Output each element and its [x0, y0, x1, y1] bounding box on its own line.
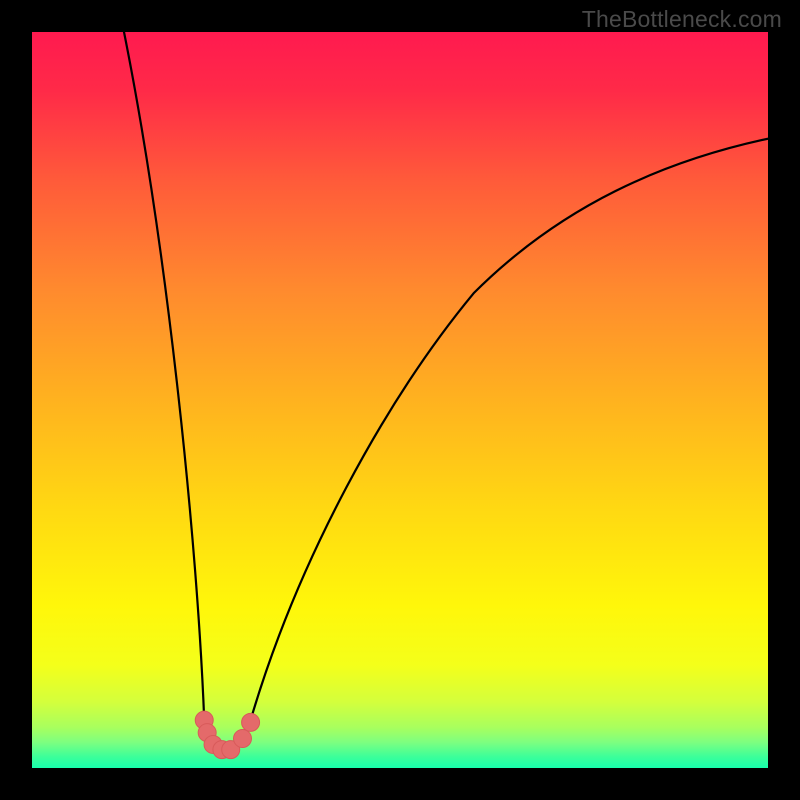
valley-marker	[233, 730, 251, 748]
valley-marker	[242, 713, 260, 731]
gradient-background	[32, 32, 768, 768]
chart-plot-area	[32, 32, 768, 768]
watermark-text: TheBottleneck.com	[582, 6, 782, 33]
